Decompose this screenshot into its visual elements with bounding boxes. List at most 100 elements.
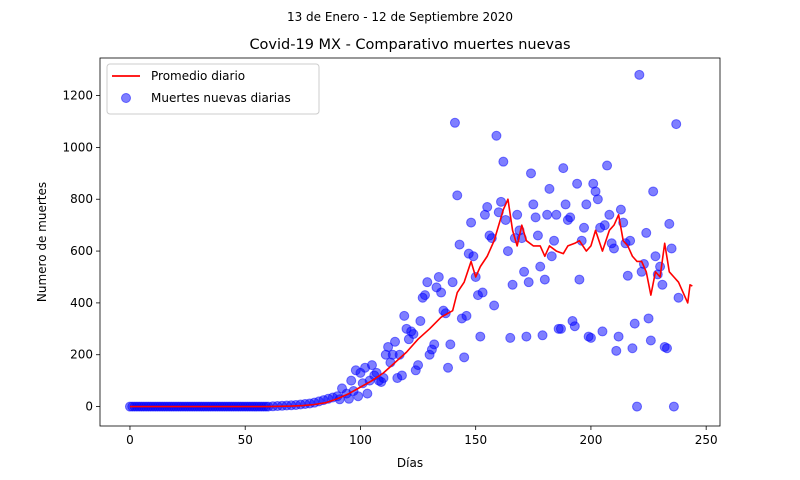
scatter-point (408, 329, 419, 339)
x-tick-label: 250 (695, 433, 718, 447)
legend: Promedio diario Muertes nuevas diarias (106, 63, 320, 115)
y-tick-label: 1000 (62, 140, 93, 154)
scatter-point (572, 178, 583, 189)
x-tick-label: 150 (464, 433, 487, 447)
scatter-point (532, 230, 543, 241)
scatter-point (666, 243, 677, 254)
scatter-point (429, 339, 440, 350)
scatter-point (634, 69, 645, 80)
y-axis-ticks: 0 200 400 600 800 1000 1200 (62, 89, 100, 414)
scatter-point (530, 212, 541, 223)
legend-label-muertes: Muertes nuevas diarias (151, 91, 291, 105)
scatter-point (422, 277, 433, 288)
scatter-point (452, 190, 463, 201)
scatter-point (482, 202, 493, 213)
scatter-point (523, 277, 534, 288)
scatter-point (413, 360, 424, 371)
scatter-point (661, 343, 672, 354)
plot-area (124, 69, 693, 412)
scatter-point (521, 331, 532, 342)
scatter-point (673, 292, 684, 303)
scatter-point (366, 360, 377, 371)
x-axis-ticks: 0 50 100 150 200 250 (126, 426, 718, 447)
y-axis-label: Numero de muertes (35, 182, 49, 302)
scatter-point (505, 332, 516, 343)
x-axis-label: Días (397, 456, 423, 470)
scatter-point (555, 323, 566, 334)
scatter-point (565, 212, 576, 223)
scatter-point (447, 277, 458, 288)
scatter-point (597, 326, 608, 337)
scatter-point (604, 209, 615, 220)
scatter-point (544, 183, 555, 194)
scatter-point (454, 239, 465, 250)
scatter-point (537, 330, 548, 341)
scatter-point (625, 235, 636, 246)
scatter-point (551, 209, 562, 220)
scatter-point (615, 204, 626, 215)
x-tick-label: 100 (349, 433, 372, 447)
scatter-point (581, 199, 592, 210)
scatter-point (535, 261, 546, 272)
y-tick-label: 600 (70, 244, 93, 258)
scatter-point (668, 401, 679, 412)
scatter-point (664, 218, 675, 229)
scatter-point (611, 345, 622, 356)
x-tick-label: 50 (238, 433, 253, 447)
scatter-point (579, 222, 590, 233)
scatter-point (641, 227, 652, 238)
scatter-point (362, 388, 373, 399)
scatter-point (507, 279, 518, 290)
scatter-point (585, 332, 596, 343)
x-tick-label: 0 (126, 433, 134, 447)
scatter-point (346, 375, 357, 386)
legend-box (106, 63, 320, 115)
y-tick-label: 400 (70, 296, 93, 310)
scatter-point (645, 335, 656, 346)
chart-suptitle: 13 de Enero - 12 de Septiembre 2020 (287, 10, 513, 24)
scatter-point (415, 316, 426, 327)
scatter-point (569, 321, 580, 332)
y-tick-label: 0 (85, 400, 93, 414)
scatter-point (599, 220, 610, 231)
y-tick-label: 800 (70, 192, 93, 206)
axes-frame (99, 57, 721, 427)
scatter-point (491, 130, 502, 141)
scatter-point (459, 352, 470, 363)
scatter-point (539, 274, 550, 285)
scatter-point (648, 186, 659, 197)
scatter-point (383, 341, 394, 352)
scatter-point (449, 117, 460, 128)
scatter-point (396, 370, 407, 381)
y-tick-label: 1200 (62, 89, 93, 103)
scatter-point (650, 251, 661, 262)
scatter-point (629, 318, 640, 329)
y-tick-label: 200 (70, 348, 93, 362)
scatter-point (546, 251, 557, 262)
scatter-point (512, 209, 523, 220)
scatter-point (445, 339, 456, 350)
scatter-point (477, 287, 488, 298)
scatter-point (433, 271, 444, 282)
series-line-promedio (129, 198, 693, 408)
legend-marker-swatch (121, 93, 131, 103)
scatter-point (549, 235, 560, 246)
scatter-point (475, 331, 486, 342)
scatter-point (496, 196, 507, 207)
scatter-point (671, 119, 682, 130)
scatter-point (560, 199, 571, 210)
scatter-point (627, 343, 638, 354)
scatter-point (419, 290, 430, 301)
scatter-point (390, 336, 401, 347)
scatter-point (632, 401, 643, 412)
scatter-point (519, 266, 530, 277)
scatter-point (502, 246, 513, 257)
scatter-point (399, 310, 410, 321)
scatter-point (489, 300, 500, 311)
scatter-point (613, 331, 624, 342)
scatter-point (542, 209, 553, 220)
scatter-point (353, 391, 364, 402)
scatter-point (657, 279, 668, 290)
scatter-point (498, 156, 509, 167)
